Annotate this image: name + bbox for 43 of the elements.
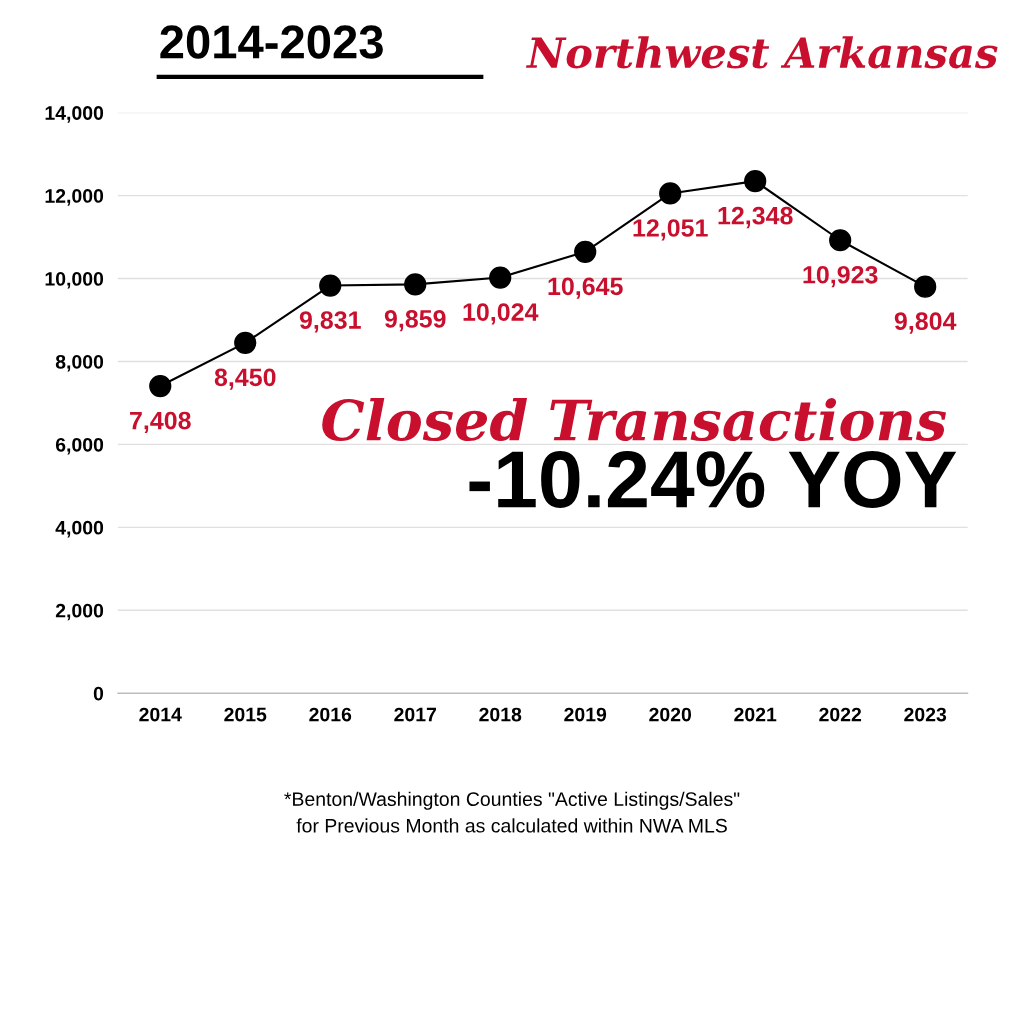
y-tick-label: 6,000 xyxy=(55,437,104,455)
x-tick-label: 2019 xyxy=(564,707,607,722)
x-tick-label: 2020 xyxy=(649,707,692,722)
y-tick-label: 12,000 xyxy=(45,189,104,206)
x-tick-label: 2018 xyxy=(479,707,522,722)
annotation: -10.24% YOY xyxy=(469,450,957,509)
y-tick-label: 8,000 xyxy=(55,354,104,372)
point xyxy=(574,240,597,263)
point xyxy=(149,374,172,398)
point xyxy=(404,273,427,296)
x-tick-label: 2022 xyxy=(819,707,862,722)
data-label: 10,645 xyxy=(548,277,623,299)
x-tick-label: 2014 xyxy=(139,707,182,722)
point xyxy=(829,229,852,252)
annotation: Closed Transactions xyxy=(322,398,947,442)
x-tick-label: 2016 xyxy=(309,707,352,722)
y-tick-label: 2,000 xyxy=(55,603,104,621)
data-label: 9,804 xyxy=(894,312,957,334)
x-tick-label: 2021 xyxy=(734,707,777,722)
point xyxy=(489,266,512,289)
x-tick-label: 2017 xyxy=(394,707,437,722)
y-tick-label: 14,000 xyxy=(45,106,104,123)
data-label: 10,923 xyxy=(803,265,878,288)
data-label: 9,831 xyxy=(299,311,361,333)
chart-title: 2014-2023 xyxy=(160,25,383,59)
data-label: 7,408 xyxy=(130,411,191,434)
point xyxy=(319,274,342,297)
x-tick-label: 2015 xyxy=(224,707,267,722)
data-label: 12,348 xyxy=(718,206,793,229)
y-tick-label: 0 xyxy=(93,686,104,701)
point xyxy=(914,275,937,298)
data-label: 10,024 xyxy=(463,303,539,325)
data-label: 8,450 xyxy=(214,368,276,390)
data-label: 12,051 xyxy=(633,219,708,241)
x-tick-label: 2023 xyxy=(904,707,947,722)
point xyxy=(234,331,257,354)
chart-subtitle: Northwest Arkansas xyxy=(525,36,998,69)
text: *Benton/Washington Counties "Active Listings/Sales" for Previous Month as calculated within NWA MLS xyxy=(284,791,740,833)
y-tick-label: 10,000 xyxy=(45,272,104,289)
y-tick-label: 4,000 xyxy=(55,520,104,538)
point xyxy=(659,182,682,205)
point xyxy=(744,170,767,193)
data-label: 9,859 xyxy=(384,310,446,332)
